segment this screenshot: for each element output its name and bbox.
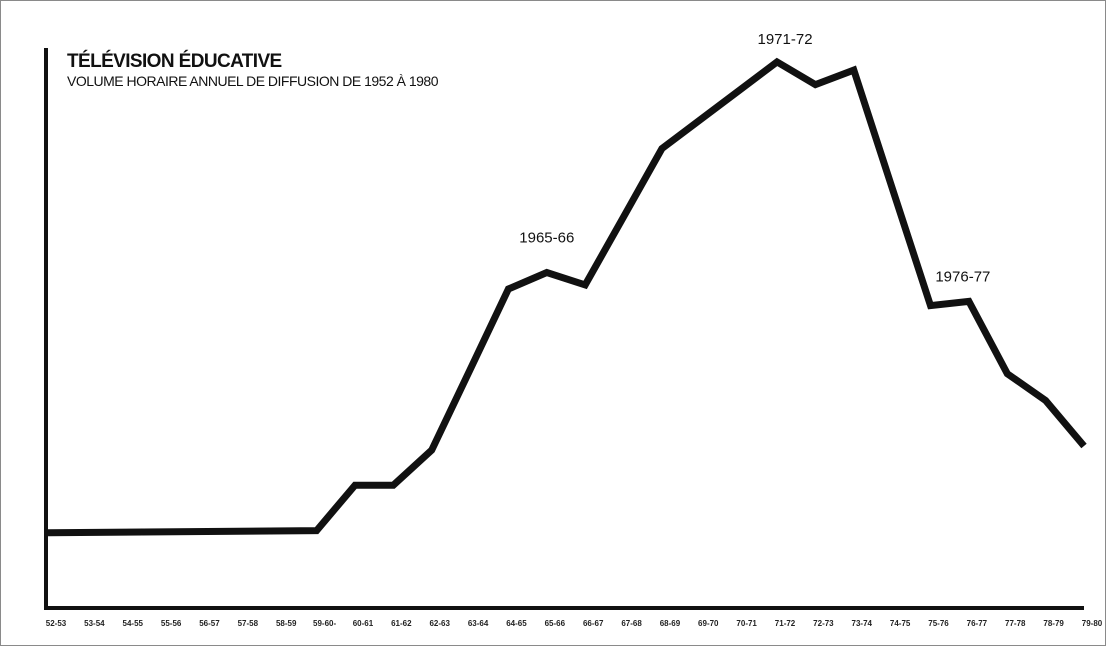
x-tick-label-13: 65-66 [545, 619, 566, 628]
x-tick-label-2: 54-55 [123, 619, 144, 628]
x-tick-label-24: 76-77 [967, 619, 988, 628]
x-tick-label-18: 70-71 [736, 619, 757, 628]
x-tick-label-11: 63-64 [468, 619, 489, 628]
x-tick-label-27: 79-80 [1082, 619, 1103, 628]
x-tick-label-1: 53-54 [84, 619, 105, 628]
x-tick-label-10: 62-63 [429, 619, 450, 628]
x-tick-label-22: 74-75 [890, 619, 911, 628]
x-tick-label-20: 72-73 [813, 619, 834, 628]
annotation-0: 1965-66 [519, 230, 574, 247]
annotation-2: 1976-77 [935, 268, 990, 285]
annotation-1: 1971-72 [758, 31, 813, 48]
x-tick-label-3: 55-56 [161, 619, 182, 628]
x-tick-label-25: 77-78 [1005, 619, 1026, 628]
x-tick-label-8: 60-61 [353, 619, 374, 628]
x-tick-label-19: 71-72 [775, 619, 796, 628]
x-tick-label-5: 57-58 [238, 619, 259, 628]
x-tick-label-14: 66-67 [583, 619, 604, 628]
x-tick-label-16: 68-69 [660, 619, 681, 628]
series-line [47, 57, 1087, 537]
x-tick-label-7: 59-60- [313, 619, 336, 628]
x-tick-label-0: 52-53 [46, 619, 67, 628]
x-tick-label-4: 56-57 [199, 619, 220, 628]
x-tick-label-9: 61-62 [391, 619, 412, 628]
x-tick-label-6: 58-59 [276, 619, 297, 628]
x-tick-label-26: 78-79 [1043, 619, 1064, 628]
x-tick-label-21: 73-74 [852, 619, 873, 628]
x-tick-label-12: 64-65 [506, 619, 527, 628]
x-tick-label-23: 75-76 [928, 619, 949, 628]
chart-title: TÉLÉVISION ÉDUCATIVE [67, 51, 282, 72]
x-tick-label-15: 67-68 [621, 619, 642, 628]
chart-subtitle: VOLUME HORAIRE ANNUEL DE DIFFUSION DE 19… [67, 73, 439, 89]
x-tick-label-17: 69-70 [698, 619, 719, 628]
